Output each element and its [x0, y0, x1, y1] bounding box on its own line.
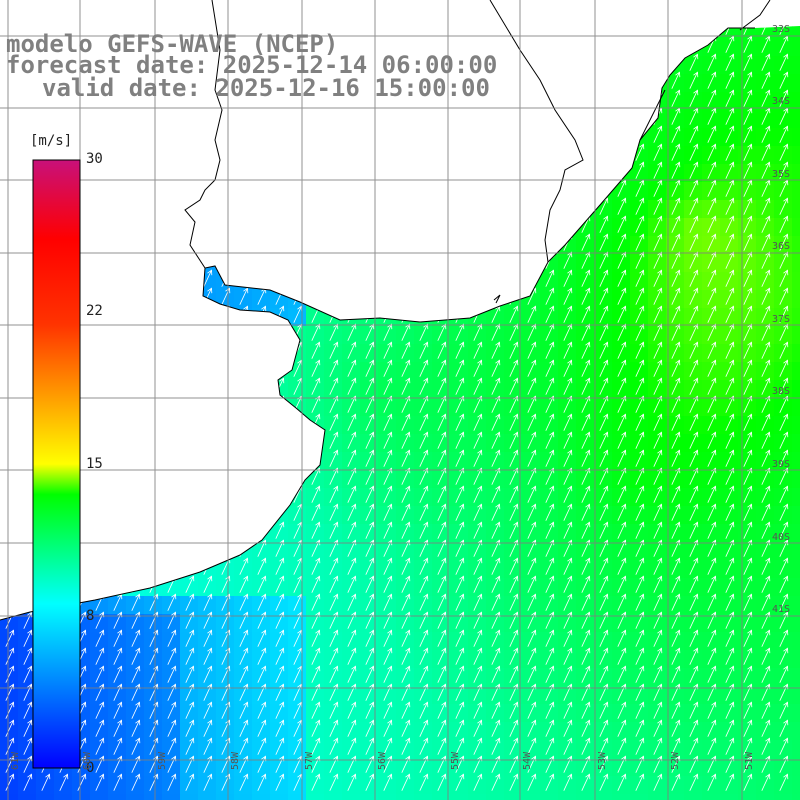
forecast-date: forecast date: 2025-12-14 06:00:00 — [6, 51, 498, 79]
lon-label: 51W — [744, 751, 755, 770]
lon-label: 56W — [377, 751, 388, 770]
lon-label: 53W — [597, 751, 608, 770]
lon-label: 55W — [450, 751, 461, 770]
lat-label: 38S — [772, 386, 791, 397]
lon-label: 57W — [304, 751, 315, 770]
lat-label: 35S — [772, 169, 791, 180]
colorbar — [32, 159, 81, 769]
map-title: modelo GEFS-WAVE (NCEP) — [6, 30, 339, 58]
lat-label: 40S — [772, 532, 791, 543]
colorbar-tick-8: 8 — [86, 608, 95, 624]
lat-label: 41S — [772, 604, 791, 615]
lat-label: 37S — [772, 314, 791, 325]
colorbar-tick-22: 22 — [86, 303, 103, 319]
colorbar-unit: [m/s] — [30, 133, 73, 149]
colorbar-tick-15: 15 — [86, 456, 103, 472]
colorbar-tick-0: 0 — [86, 760, 95, 776]
lon-label: 58W — [230, 751, 241, 770]
lat-label: 39S — [772, 459, 791, 470]
wind-field — [0, 26, 800, 800]
lon-label: 59W — [157, 751, 168, 770]
lon-label: 61W — [10, 751, 21, 770]
lon-label: 54W — [522, 751, 533, 770]
lon-label: 52W — [670, 751, 681, 770]
lat-label: 36S — [772, 241, 791, 252]
lon-label: 60W — [82, 751, 93, 770]
lat-label: 34S — [772, 96, 791, 107]
lat-label: 33S — [772, 24, 791, 35]
valid-date: valid date: 2025-12-16 15:00:00 — [42, 74, 490, 102]
colorbar-tick-30: 30 — [86, 151, 103, 167]
